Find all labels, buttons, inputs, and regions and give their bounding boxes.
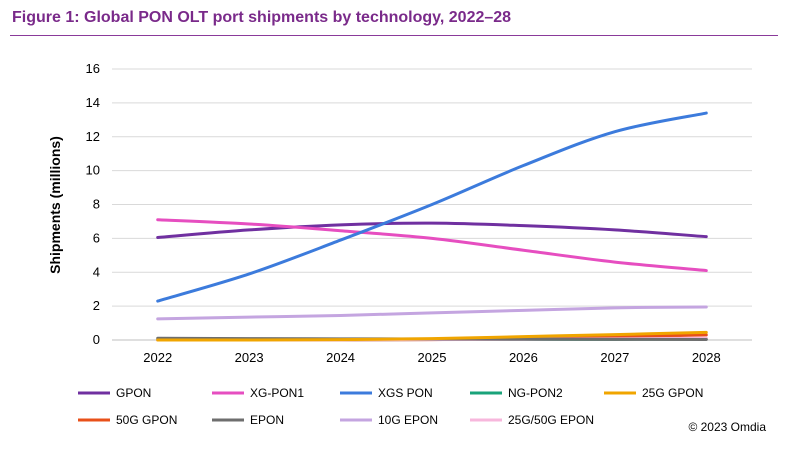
x-tick-label: 2026 — [509, 350, 538, 365]
x-tick-label: 2024 — [326, 350, 355, 365]
series-line-10g-epon — [156, 305, 708, 321]
legend-label: GPON — [116, 386, 151, 400]
x-axis-ticks: 2022 2023 2024 2025 2026 2027 2028 — [143, 350, 720, 365]
legend-item-ng-pon2: NG-PON2 — [470, 386, 563, 400]
x-tick-label: 2025 — [418, 350, 447, 365]
legend-label: 10G EPON — [378, 413, 438, 427]
x-tick-label: 2022 — [143, 350, 172, 365]
legend-label: XG-PON1 — [250, 386, 304, 400]
y-tick-label: 2 — [93, 298, 100, 313]
x-tick-label: 2023 — [235, 350, 264, 365]
series-line-xg-pon1 — [156, 218, 708, 273]
legend-item-25g-gpon: 25G GPON — [604, 386, 703, 400]
y-tick-label: 0 — [93, 332, 100, 347]
figure-title: Figure 1: Global PON OLT port shipments … — [12, 9, 512, 26]
legend-item-10g-epon: 10G EPON — [340, 413, 438, 427]
legend-item-epon: EPON — [212, 413, 284, 427]
copyright-credit: © 2023 Omdia — [688, 420, 766, 434]
y-tick-label: 14 — [86, 95, 100, 110]
x-tick-label: 2027 — [600, 350, 629, 365]
legend: GPON XG-PON1 XGS PON NG-PON2 25G GPON 50G GPO… — [78, 386, 703, 427]
legend-label: XGS PON — [378, 386, 433, 400]
x-tick-label: 2028 — [692, 350, 721, 365]
series-line-25g-gpon — [156, 330, 708, 342]
y-tick-label: 16 — [86, 61, 100, 76]
series-line-gpon — [156, 221, 708, 240]
title-divider — [10, 35, 778, 36]
series-line-xgs-pon — [156, 111, 708, 303]
legend-item-25g-50g-epon: 25G/50G EPON — [470, 413, 594, 427]
y-axis-ticks: 0 2 4 6 8 10 12 14 16 — [86, 61, 100, 347]
y-tick-label: 4 — [93, 264, 100, 279]
legend-label: EPON — [250, 413, 284, 427]
legend-label: 25G/50G EPON — [508, 413, 594, 427]
y-tick-label: 6 — [93, 230, 100, 245]
legend-label: 50G GPON — [116, 413, 177, 427]
y-tick-label: 8 — [93, 197, 100, 212]
legend-item-gpon: GPON — [78, 386, 151, 400]
y-tick-label: 12 — [86, 129, 100, 144]
y-axis-label: Shipments (millions) — [47, 136, 63, 274]
legend-item-xg-pon1: XG-PON1 — [212, 386, 304, 400]
legend-label: 25G GPON — [642, 386, 703, 400]
legend-label: NG-PON2 — [508, 386, 563, 400]
y-tick-label: 10 — [86, 163, 100, 178]
series-lines — [156, 111, 708, 342]
legend-item-50g-gpon: 50G GPON — [78, 413, 177, 427]
legend-item-xgs-pon: XGS PON — [340, 386, 433, 400]
